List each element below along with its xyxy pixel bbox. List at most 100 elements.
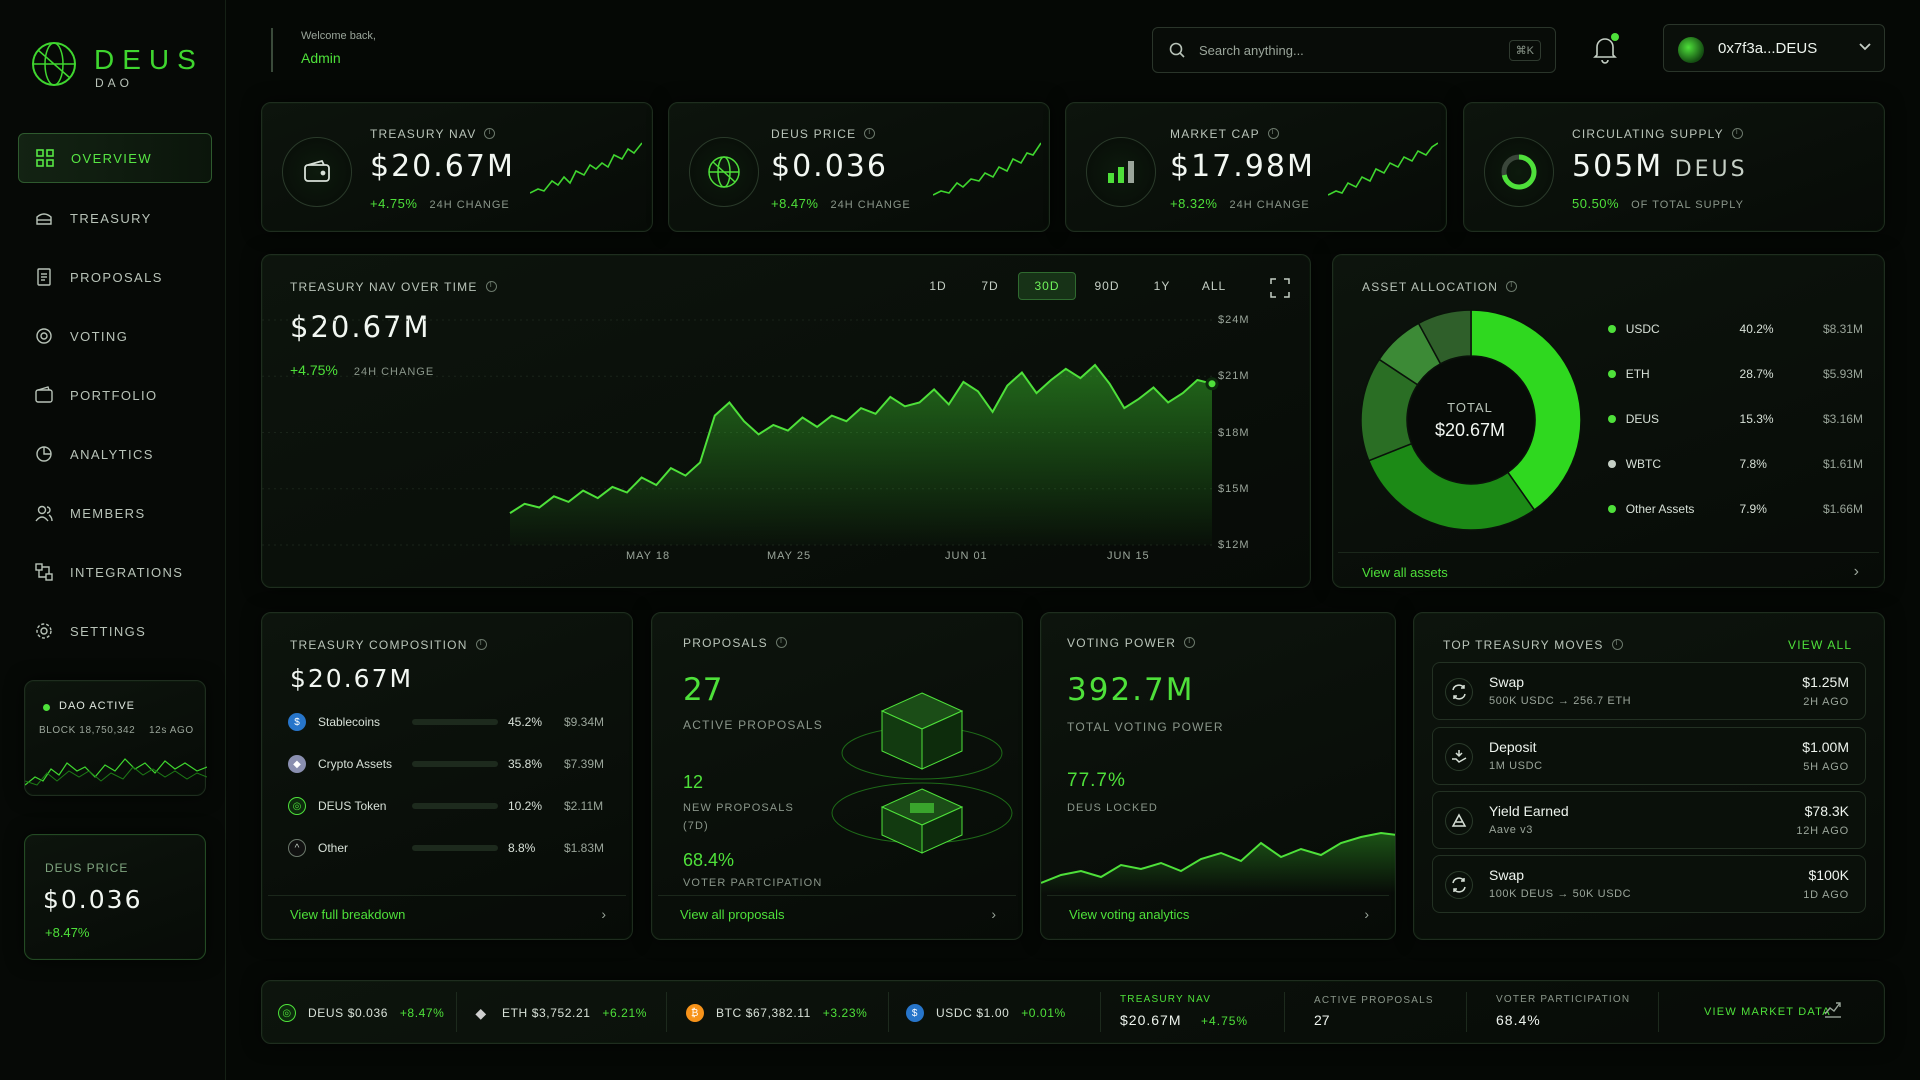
- sidebar-item-portfolio[interactable]: PORTFOLIO: [18, 370, 212, 420]
- range-7d-button[interactable]: 7D: [981, 279, 999, 293]
- range-all-button[interactable]: ALL: [1201, 279, 1227, 293]
- move-sub: 500K USDC → 256.7 ETH: [1489, 695, 1632, 707]
- stat-value: 505M DEUS: [1572, 149, 1748, 184]
- status-dot-icon: [43, 704, 50, 711]
- sidebar-item-label: TREASURY: [70, 210, 152, 226]
- legend-dot: [1608, 415, 1616, 423]
- info-icon: [475, 638, 487, 650]
- stat-title: CIRCULATING SUPPLY: [1572, 127, 1743, 141]
- stat-card-market-cap: MARKET CAP $17.98M +8.32%24H CHANGE: [1065, 102, 1447, 232]
- sidebar-item-proposals[interactable]: PROPOSALS: [18, 252, 212, 302]
- swap-icon: [1445, 871, 1473, 899]
- gear-icon: [34, 621, 54, 641]
- sidebar-item-settings[interactable]: SETTINGS: [18, 606, 212, 656]
- composition-row: ^ Other 8.8% $1.83M: [288, 838, 608, 858]
- donut-hole: [1408, 357, 1534, 483]
- bell-icon[interactable]: [1590, 33, 1620, 64]
- move-sub: Aave v3: [1489, 824, 1533, 836]
- info-icon: [1184, 636, 1196, 648]
- view-all-moves-link[interactable]: VIEW ALL: [1788, 638, 1853, 652]
- x-tick-label: JUN 15: [1107, 550, 1150, 562]
- treasury-move-row[interactable]: Deposit 1M USDC $1.00M 5H AGO: [1432, 727, 1866, 785]
- voting-icon: [34, 326, 54, 346]
- deus-token-icon: ◎: [278, 1004, 296, 1022]
- ticker-item-deus: ◎ DEUS $0.036 +8.47%: [278, 1003, 444, 1023]
- sidebar-item-overview[interactable]: OVERVIEW: [18, 133, 212, 183]
- range-30d-button[interactable]: 30D: [1018, 272, 1076, 300]
- info-icon: [1506, 280, 1518, 292]
- sidebar-item-treasury[interactable]: TREASURY: [18, 193, 212, 243]
- ticker-divider: [888, 992, 889, 1032]
- sidebar: DEUS DAO OVERVIEW TREASURY PROPOSALS VOT…: [0, 0, 226, 1080]
- move-amount: $100K: [1808, 867, 1849, 883]
- move-amount: $1.00M: [1802, 739, 1849, 755]
- view-all-proposals-link[interactable]: View all proposals ›: [658, 895, 1016, 933]
- stat-change: +8.32% 24H CHANGE: [1170, 196, 1310, 211]
- view-voting-analytics-link[interactable]: View voting analytics ›: [1047, 895, 1389, 933]
- expand-icon[interactable]: [1270, 278, 1290, 303]
- info-icon: [864, 127, 876, 139]
- wallet-button[interactable]: 0x7f3a...DEUS: [1663, 24, 1885, 72]
- treasury-move-row[interactable]: Swap 500K USDC → 256.7 ETH $1.25M 2H AGO: [1432, 662, 1866, 720]
- stat-title: TREASURY NAV: [370, 127, 496, 141]
- globe-icon: [689, 137, 759, 207]
- search-input[interactable]: Search anything... ⌘K: [1152, 27, 1556, 73]
- stat-change: +8.47% 24H CHANGE: [771, 196, 911, 211]
- info-icon: [1611, 638, 1623, 650]
- treasury-move-row[interactable]: Swap 100K DEUS → 50K USDC $100K 1D AGO: [1432, 855, 1866, 913]
- ticker-divider: [1658, 992, 1659, 1032]
- sidebar-item-members[interactable]: MEMBERS: [18, 488, 212, 538]
- brand-sub: DAO: [95, 76, 134, 90]
- ticker-divider: [456, 992, 457, 1032]
- stat-sparkline: [933, 142, 1041, 196]
- view-full-breakdown-link[interactable]: View full breakdown ›: [268, 895, 626, 933]
- sidebar-item-voting[interactable]: VOTING: [18, 311, 212, 361]
- ticker-item-eth: ◆ ETH $3,752.21 +6.21%: [472, 1003, 647, 1023]
- legend-item-usdc: USDC 40.2% $8.31M: [1608, 319, 1863, 339]
- other-assets-icon: ^: [288, 839, 306, 857]
- deposit-icon: [1445, 743, 1473, 771]
- legend-item-wbtc: WBTC 7.8% $1.61M: [1608, 454, 1863, 474]
- members-icon: [34, 503, 54, 523]
- info-icon: [1267, 127, 1279, 139]
- ticker-vp-label: VOTER PARTICIPATION: [1496, 994, 1631, 1005]
- voting-power-label: TOTAL VOTING POWER: [1067, 720, 1224, 734]
- proposals-card: View all proposals ›: [651, 612, 1023, 940]
- new-proposals-count: 12: [683, 772, 704, 792]
- range-90d-button[interactable]: 90D: [1094, 279, 1120, 293]
- allocation-title: ASSET ALLOCATION: [1362, 280, 1518, 294]
- sidebar-price-label: DEUS PRICE: [45, 861, 129, 875]
- stat-card-deus-price: DEUS PRICE $0.036 +8.47%24H CHANGE: [668, 102, 1050, 232]
- sidebar-item-analytics[interactable]: ANALYTICS: [18, 429, 212, 479]
- chevron-right-icon: ›: [1853, 563, 1859, 580]
- info-icon: [1731, 127, 1743, 139]
- ticker-divider: [1284, 992, 1285, 1032]
- link-label: View full breakdown: [290, 907, 406, 922]
- search-placeholder: Search anything...: [1199, 42, 1304, 58]
- sidebar-item-integrations[interactable]: INTEGRATIONS: [18, 547, 212, 597]
- deus-locked-value: 77.7%: [1067, 770, 1126, 791]
- ticker-divider: [1466, 992, 1467, 1032]
- range-1y-button[interactable]: 1Y: [1153, 279, 1171, 293]
- sidebar-price-card: DEUS PRICE $0.036 +8.47%: [24, 834, 206, 960]
- legend-item-other: Other Assets 7.9% $1.66M: [1608, 499, 1863, 519]
- nav-chart-change: +4.75% 24H CHANGE: [290, 362, 435, 378]
- wallet-icon: [282, 137, 352, 207]
- treasury-move-row[interactable]: Yield Earned Aave v3 $78.3K 12H AGO: [1432, 791, 1866, 849]
- ticker-nav-value: $20.67M +4.75%: [1120, 1012, 1249, 1028]
- stat-change: +4.75% 24H CHANGE: [370, 196, 510, 211]
- chart-trend-icon[interactable]: [1824, 1000, 1842, 1023]
- range-1d-button[interactable]: 1D: [929, 279, 947, 293]
- stat-sparkline: [530, 142, 642, 194]
- dao-status-label: DAO ACTIVE: [59, 700, 136, 712]
- view-market-data-link[interactable]: VIEW MARKET DATA: [1704, 1006, 1831, 1018]
- active-proposals-label: ACTIVE PROPOSALS: [683, 718, 823, 732]
- ticker-item-usdc: $ USDC $1.00 +0.01%: [906, 1003, 1066, 1023]
- view-all-assets-link[interactable]: View all assets ›: [1338, 552, 1879, 588]
- composition-bar: [412, 845, 498, 851]
- usdc-icon: $: [906, 1004, 924, 1022]
- sidebar-item-label: INTEGRATIONS: [70, 564, 184, 580]
- sidebar-item-label: MEMBERS: [70, 505, 146, 521]
- x-tick-label: MAY 25: [767, 550, 812, 562]
- voting-power-sparkline: [1041, 831, 1395, 893]
